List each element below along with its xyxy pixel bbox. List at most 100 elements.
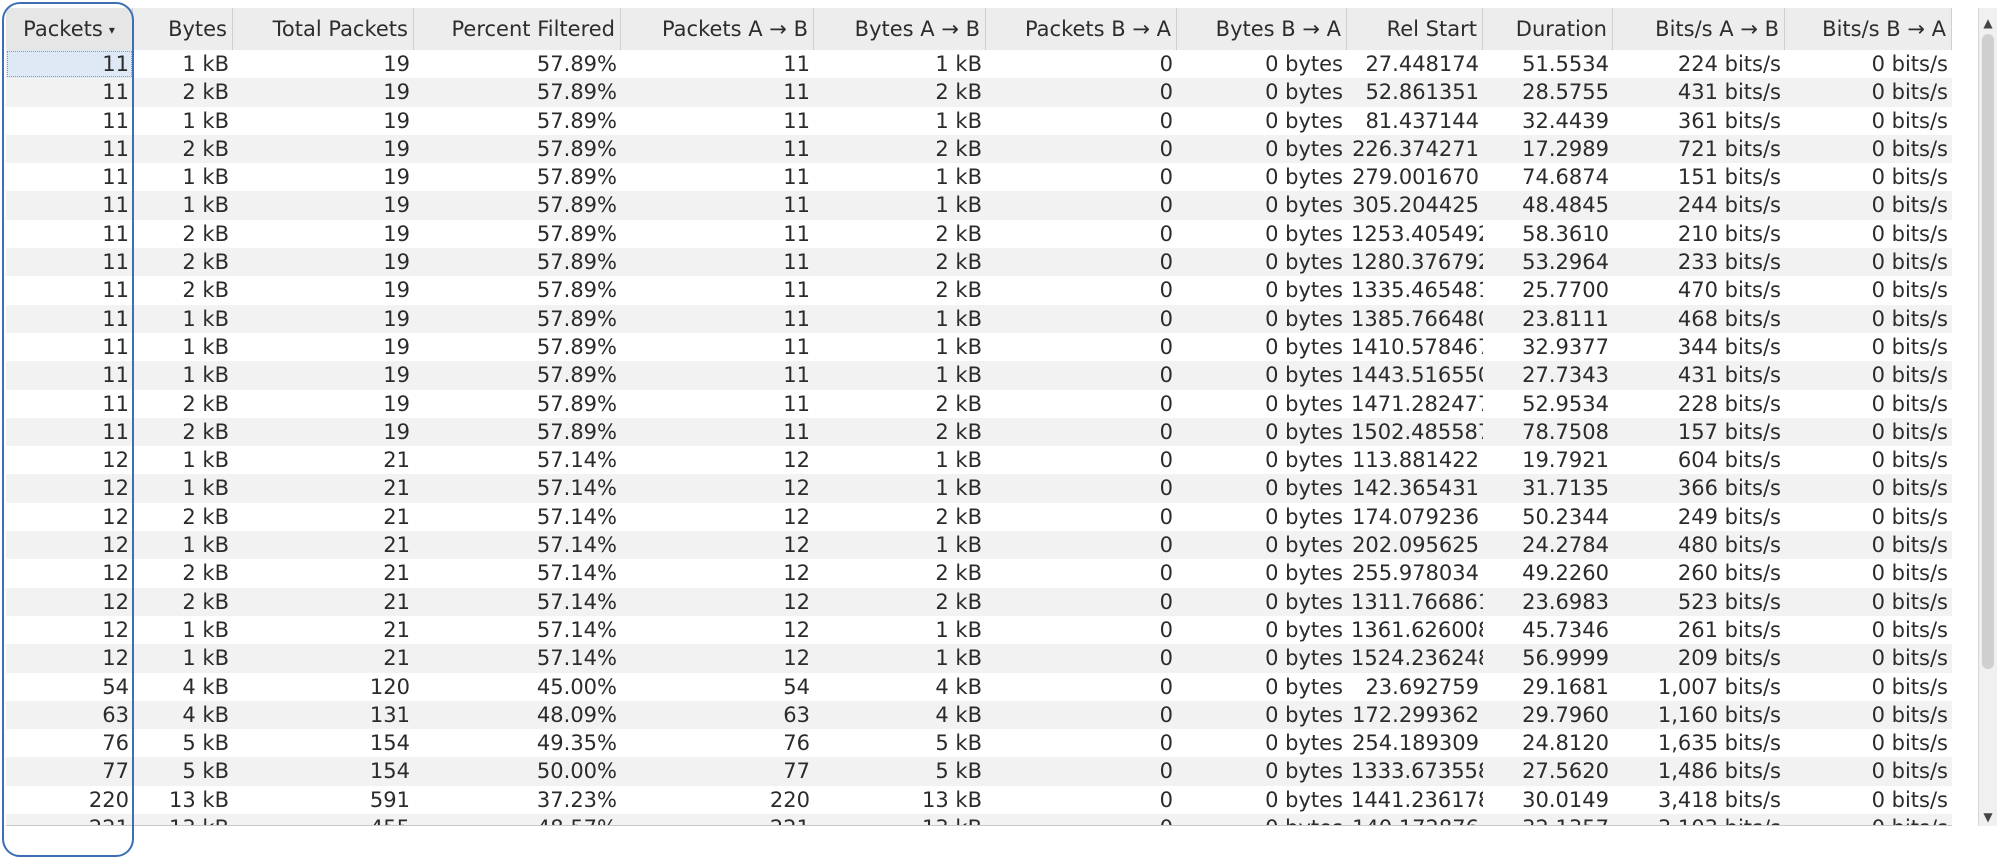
- scroll-thumb[interactable]: [1982, 34, 1994, 669]
- table-cell: 63: [102, 702, 129, 727]
- scroll-up-arrow-icon[interactable]: ▲: [1983, 16, 1993, 30]
- column-header[interactable]: Bytes B → A: [1177, 8, 1347, 50]
- column-header[interactable]: Duration: [1483, 8, 1613, 50]
- table-cell: 45.7346: [1522, 617, 1609, 642]
- table-cell: 172.299362: [1352, 702, 1479, 727]
- table-cell: 2 kB: [935, 250, 982, 275]
- table-row[interactable]: 11 1 kB 19 57.89% 11 1 kB 0 0 bytes 81.437144 32.…: [6, 106, 1952, 135]
- table-cell: 157 bits/s: [1677, 419, 1781, 444]
- table-cell: 0 bits/s: [1871, 419, 1948, 444]
- table-cell: 1 kB: [182, 363, 229, 388]
- table-cell: 0: [1159, 646, 1173, 671]
- table-row[interactable]: 12 2 kB 21 57.14% 12 2 kB 0 0 bytes 174.079236 50…: [6, 502, 1952, 532]
- table-row[interactable]: 11 1 kB 19 57.89% 11 1 kB 0 0 bytes 1385.766480 2…: [6, 304, 1952, 333]
- table-cell: 77: [783, 759, 810, 784]
- vertical-scrollbar[interactable]: ▲ ▼: [1978, 8, 1997, 826]
- column-header[interactable]: Total Packets: [233, 8, 414, 50]
- table-cell: 0: [1159, 731, 1173, 756]
- scroll-down-arrow-icon[interactable]: ▼: [1983, 810, 1993, 824]
- table-row[interactable]: 11 2 kB 19 57.89% 11 2 kB 0 0 bytes 1253.405492 5…: [6, 219, 1952, 249]
- table-cell: 12: [102, 646, 129, 671]
- table-row[interactable]: 11 1 kB 19 57.89% 11 1 kB 0 0 bytes 305.204425 48…: [6, 191, 1952, 220]
- table-cell: 19: [383, 221, 410, 246]
- table-cell: 11: [102, 136, 129, 161]
- table-cell: 0: [986, 814, 1177, 825]
- table-cell: 0 bits/s: [1871, 476, 1948, 501]
- table-row[interactable]: 11 2 kB 19 57.89% 11 2 kB 0 0 bytes 1471.282477 5…: [6, 389, 1952, 418]
- table-row[interactable]: 54 4 kB 120 45.00% 54 4 kB 0 0 bytes 23.692759 29…: [6, 672, 1952, 701]
- table-row[interactable]: 63 4 kB 131 48.09% 63 4 kB 0 0 bytes 172.299362 2…: [6, 700, 1952, 730]
- table-cell: 344 bits/s: [1677, 334, 1781, 359]
- table-cell: 0 bytes: [1265, 702, 1343, 727]
- column-header[interactable]: Bits/s A → B: [1613, 8, 1785, 50]
- table-cell: 0 bits/s: [1871, 617, 1948, 642]
- table-row[interactable]: 12 1 kB 21 57.14% 12 1 kB 0 0 bytes 1524.236248 5…: [6, 644, 1952, 673]
- table-cell: 0 bits/s: [1871, 363, 1948, 388]
- table-cell: 0 bits/s: [1871, 504, 1948, 529]
- table-row[interactable]: 76 5 kB 154 49.35% 76 5 kB 0 0 bytes 254.189309 2…: [6, 729, 1952, 758]
- table-row[interactable]: 12 1 kB 21 57.14% 12 1 kB 0 0 bytes 1361.626008 4…: [6, 615, 1952, 645]
- table-row[interactable]: 11 2 kB 19 57.89% 11 2 kB 0 0 bytes 1502.485587 7…: [6, 417, 1952, 447]
- table-cell: 31.7135: [1522, 476, 1609, 501]
- table-cell: 78.7508: [1522, 419, 1609, 444]
- table-cell: 12: [102, 533, 129, 558]
- table-cell: 2 kB: [182, 136, 229, 161]
- column-header[interactable]: Percent Filtered: [414, 8, 621, 50]
- table-row[interactable]: 11 2 kB 19 57.89% 11 2 kB 0 0 bytes 1280.376792 5…: [6, 248, 1952, 277]
- table-cell: 19: [383, 165, 410, 190]
- table-row[interactable]: 77 5 kB 154 50.00% 77 5 kB 0 0 bytes 1333.673558…: [6, 757, 1952, 786]
- table-cell: 27.448174: [1365, 52, 1479, 76]
- table-cell: 17.2989: [1522, 136, 1609, 161]
- table-row[interactable]: 11 1 kB 19 57.89% 11 1 kB 0 0 bytes 1410.578467 3…: [6, 332, 1952, 362]
- table-cell: 19: [383, 278, 410, 303]
- table-cell: 19: [383, 334, 410, 359]
- table-row[interactable]: 11 1 kB 19 57.89% 11 1 kB 0 0 bytes 27.448174 51.…: [6, 50, 1952, 79]
- column-header[interactable]: Bytes A → B: [814, 8, 986, 50]
- table-row[interactable]: 11 2 kB 19 57.89% 11 2 kB 0 0 bytes 1335.465481 2…: [6, 276, 1952, 305]
- table-row[interactable]: 220 13 kB 591 37.23% 220 13 kB 0 0 bytes 1441.23…: [6, 785, 1952, 815]
- table-cell: 361 bits/s: [1677, 108, 1781, 133]
- table-row[interactable]: 11 1 kB 19 57.89% 11 1 kB 0 0 bytes 1443.516550 2…: [6, 361, 1952, 390]
- table-cell: 0 bytes: [1265, 136, 1343, 161]
- table-cell: 1385.766480: [1351, 306, 1483, 331]
- table-row[interactable]: 11 2 kB 19 57.89% 11 2 kB 0 0 bytes 52.861351 28.…: [6, 78, 1952, 107]
- table-cell: 0: [1159, 617, 1173, 642]
- column-header[interactable]: Packets ▾: [6, 8, 133, 50]
- table-cell: 56.9999: [1522, 646, 1609, 671]
- table-cell: 0 bits/s: [1871, 731, 1948, 756]
- table-cell: 4 kB: [935, 702, 982, 727]
- column-header[interactable]: Rel Start: [1347, 8, 1483, 50]
- table-row[interactable]: 12 1 kB 21 57.14% 12 1 kB 0 0 bytes 202.095625 24…: [6, 531, 1952, 560]
- table-cell: 1,160 bits/s: [1657, 702, 1781, 727]
- table-row[interactable]: 12 1 kB 21 57.14% 12 1 kB 0 0 bytes 113.881422 19…: [6, 446, 1952, 475]
- column-header-label: Total Packets: [272, 17, 408, 41]
- column-header[interactable]: Bytes: [133, 8, 233, 50]
- table-cell: 23.692759: [1365, 674, 1479, 699]
- table-row[interactable]: 12 2 kB 21 57.14% 12 2 kB 0 0 bytes 255.978034 49…: [6, 559, 1952, 588]
- table-row[interactable]: 12 1 kB 21 57.14% 12 1 kB 0 0 bytes 142.365431 31…: [6, 474, 1952, 503]
- column-header[interactable]: Packets A → B: [621, 8, 814, 50]
- table-cell: 0 bits/s: [1871, 193, 1948, 218]
- table-cell: 11: [102, 80, 129, 105]
- column-header[interactable]: Packets B → A: [986, 8, 1177, 50]
- table-cell: 431 bits/s: [1677, 80, 1781, 105]
- table-cell: 0 bits/s: [1871, 646, 1948, 671]
- table-cell: 2 kB: [182, 589, 229, 614]
- table-row[interactable]: 12 2 kB 21 57.14% 12 2 kB 0 0 bytes 1311.766861 2…: [6, 587, 1952, 616]
- table-cell: 51.5534: [1522, 52, 1609, 76]
- table-cell: 2 kB: [935, 136, 982, 161]
- table-cell: 3,418 bits/s: [1657, 787, 1781, 812]
- table-cell: 151 bits/s: [1677, 165, 1781, 190]
- table-cell: 0 bits/s: [1871, 787, 1948, 812]
- table-cell: 0 bits/s: [1871, 136, 1948, 161]
- table-cell: 11: [783, 391, 810, 416]
- table-cell: 57.14%: [536, 589, 617, 614]
- table-row[interactable]: 11 2 kB 19 57.89% 11 2 kB 0 0 bytes 226.374271 17…: [6, 134, 1952, 164]
- table-cell: 57.14%: [536, 646, 617, 671]
- table-row[interactable]: 11 1 kB 19 57.89% 11 1 kB 0 0 bytes 279.001670 74…: [6, 163, 1952, 192]
- column-header[interactable]: Bits/s B → A: [1785, 8, 1952, 50]
- table-cell: 2 kB: [182, 391, 229, 416]
- table-cell: 220: [88, 787, 129, 812]
- table-cell: 0 bits/s: [1871, 391, 1948, 416]
